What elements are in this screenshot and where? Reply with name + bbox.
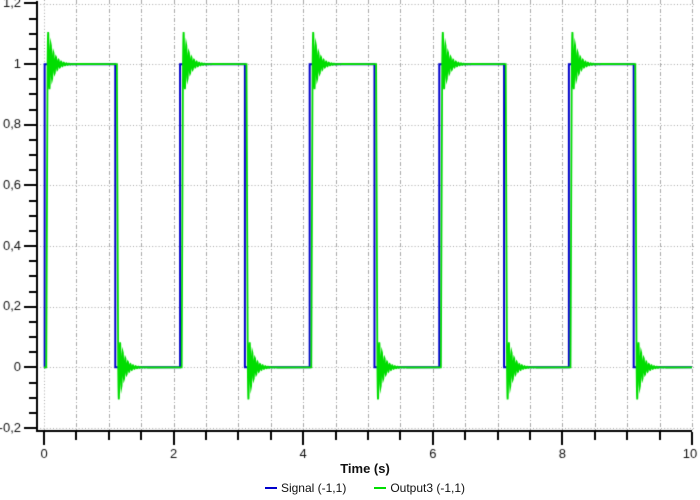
legend-line-swatch (374, 486, 387, 489)
x-axis-title: Time (s) (340, 461, 390, 476)
legend-label: Signal (-1,1) (280, 480, 347, 495)
legend-entry-output3[interactable]: Output3 (-1,1) (374, 481, 465, 495)
legend-label: Output3 (-1,1) (390, 480, 466, 495)
legend-line-swatch (264, 486, 277, 489)
legend-entry-signal[interactable]: Signal (-1,1) (264, 480, 347, 495)
legend: Signal (-1,1) Output3 (-1,1) (37, 479, 693, 496)
